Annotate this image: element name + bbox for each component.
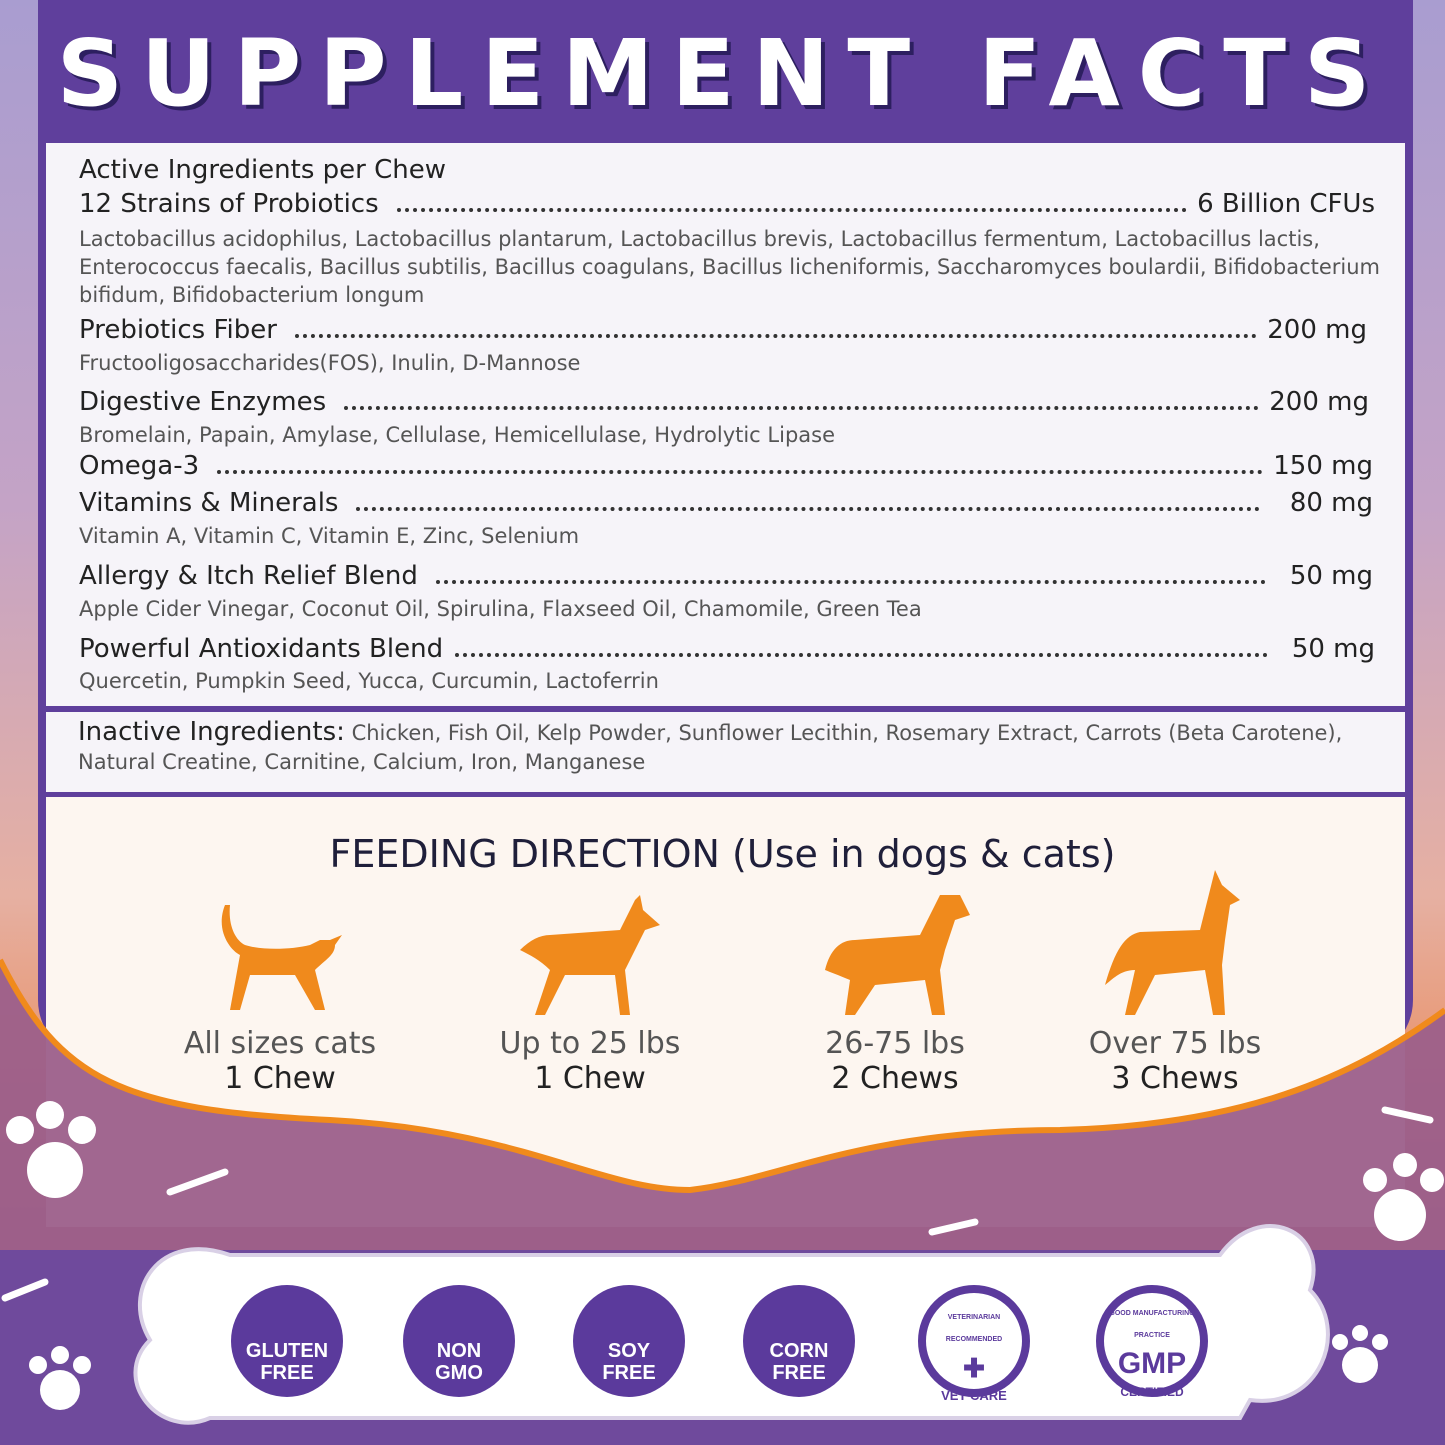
ingredient-detail: Bromelain, Papain, Amylase, Cellulase, H… [79,423,835,447]
ingredient-row: Prebiotics Fiber 200 mg [79,315,1367,345]
ingredient-name: Digestive Enzymes [79,387,327,417]
gluten-free-badge: GLUTEN FREE [231,1285,343,1397]
inactive-label: Inactive Ingredients: [78,717,345,747]
ingredient-name: Vitamins & Minerals [79,488,339,518]
large-dog-icon [1105,870,1240,1015]
medium-dog-icon [825,895,970,1015]
pet-size: Over 75 lbs [1088,1026,1262,1061]
ingredient-row: Digestive Enzymes 200 mg [79,387,1369,417]
ingredient-amount: 6 Billion CFUs [1197,189,1375,219]
feeding-item-small-dogs: Up to 25 lbs 1 Chew [460,890,720,1096]
ingredient-detail: Fructooligosaccharides(FOS), Inulin, D-M… [79,351,581,375]
ingredient-row: Powerful Antioxidants Blend 50 mg [79,634,1375,664]
ingredient-name: Omega-3 [79,451,200,481]
feeding-item-cats: All sizes cats 1 Chew [150,900,410,1096]
feeding-title: FEEDING DIRECTION (Use in dogs & cats) [329,832,1116,876]
ingredient-amount: 200 mg [1269,387,1369,417]
ingredient-row: 12 Strains of Probiotics 6 Billion CFUs [79,189,1375,219]
pet-size: Up to 25 lbs [499,1026,681,1061]
pet-dose: 1 Chew [224,1061,336,1096]
ingredient-name: 12 Strains of Probiotics [79,189,379,219]
ingredient-amount: 200 mg [1267,315,1367,345]
ingredient-amount: 50 mg [1289,561,1373,591]
ingredient-name: Powerful Antioxidants Blend [79,634,444,664]
feeding-item-large-dogs: Over 75 lbs 3 Chews [1045,870,1305,1096]
soy-free-badge: SOY FREE [573,1285,685,1397]
pet-size: 26-75 lbs [825,1026,965,1061]
ingredient-row: Vitamins & Minerals 80 mg [79,488,1373,518]
ingredient-detail: Quercetin, Pumpkin Seed, Yucca, Curcumin… [79,669,659,693]
ingredient-detail: Apple Cider Vinegar, Coconut Oil, Spirul… [79,597,922,621]
ingredient-row: Allergy & Itch Relief Blend 50 mg [79,561,1373,591]
non-gmo-badge: NON GMO [403,1285,515,1397]
ingredient-amount: 80 mg [1289,488,1373,518]
active-ingredients-panel: Active Ingredients per Chew 12 Strains o… [46,143,1405,706]
inactive-text: Chicken, Fish Oil, Kelp Powder, Sunflowe… [78,721,1343,774]
ingredient-name: Prebiotics Fiber [79,315,277,345]
ingredient-detail: Vitamin A, Vitamin C, Vitamin E, Zinc, S… [79,524,580,548]
ingredient-detail: Lactobacillus acidophilus, Lactobacillus… [79,227,1381,307]
active-heading: Active Ingredients per Chew [79,155,447,185]
gmp-seal: GOOD MANUFACTURING PRACTICE GMP CERTIFIED [1096,1285,1208,1399]
small-dog-icon [520,895,660,1015]
ingredient-row: Omega-3 150 mg [79,451,1373,481]
ingredient-amount: 150 mg [1273,451,1373,481]
inactive-ingredients-panel: Inactive Ingredients: Chicken, Fish Oil,… [46,712,1405,792]
page-title: SUPPLEMENT FACTS [56,20,1389,127]
feeding-item-medium-dogs: 26-75 lbs 2 Chews [765,890,1025,1096]
pet-dose: 3 Chews [1111,1061,1239,1096]
pet-dose: 1 Chew [534,1061,646,1096]
corn-free-badge: CORN FREE [743,1285,855,1397]
pet-size: All sizes cats [183,1026,377,1061]
cat-icon [221,905,342,1010]
ingredient-amount: 50 mg [1291,634,1375,664]
vet-care-seal: VETERINARIAN RECOMMENDED ✚ VET CARE [918,1285,1030,1403]
ingredient-name: Allergy & Itch Relief Blend [79,561,418,591]
pet-dose: 2 Chews [831,1061,959,1096]
